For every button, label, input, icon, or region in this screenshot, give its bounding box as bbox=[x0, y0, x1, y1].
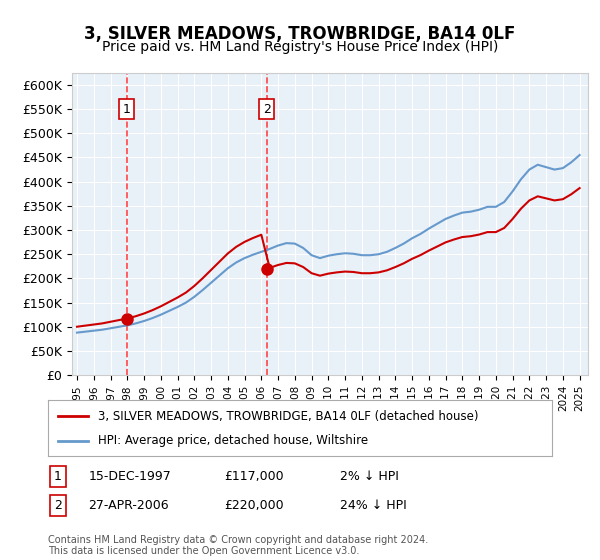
Text: 2: 2 bbox=[54, 499, 62, 512]
Text: £117,000: £117,000 bbox=[224, 470, 284, 483]
Text: 3, SILVER MEADOWS, TROWBRIDGE, BA14 0LF (detached house): 3, SILVER MEADOWS, TROWBRIDGE, BA14 0LF … bbox=[98, 409, 479, 423]
Text: 2: 2 bbox=[263, 102, 271, 115]
Text: 27-APR-2006: 27-APR-2006 bbox=[88, 499, 169, 512]
Text: £220,000: £220,000 bbox=[224, 499, 284, 512]
Text: 2% ↓ HPI: 2% ↓ HPI bbox=[340, 470, 399, 483]
Text: Contains HM Land Registry data © Crown copyright and database right 2024.
This d: Contains HM Land Registry data © Crown c… bbox=[48, 535, 428, 557]
Text: 15-DEC-1997: 15-DEC-1997 bbox=[88, 470, 171, 483]
Text: 1: 1 bbox=[122, 102, 131, 115]
Text: 24% ↓ HPI: 24% ↓ HPI bbox=[340, 499, 407, 512]
Text: HPI: Average price, detached house, Wiltshire: HPI: Average price, detached house, Wilt… bbox=[98, 434, 368, 447]
Text: 3, SILVER MEADOWS, TROWBRIDGE, BA14 0LF: 3, SILVER MEADOWS, TROWBRIDGE, BA14 0LF bbox=[85, 25, 515, 43]
Text: Price paid vs. HM Land Registry's House Price Index (HPI): Price paid vs. HM Land Registry's House … bbox=[102, 40, 498, 54]
Text: 1: 1 bbox=[54, 470, 62, 483]
